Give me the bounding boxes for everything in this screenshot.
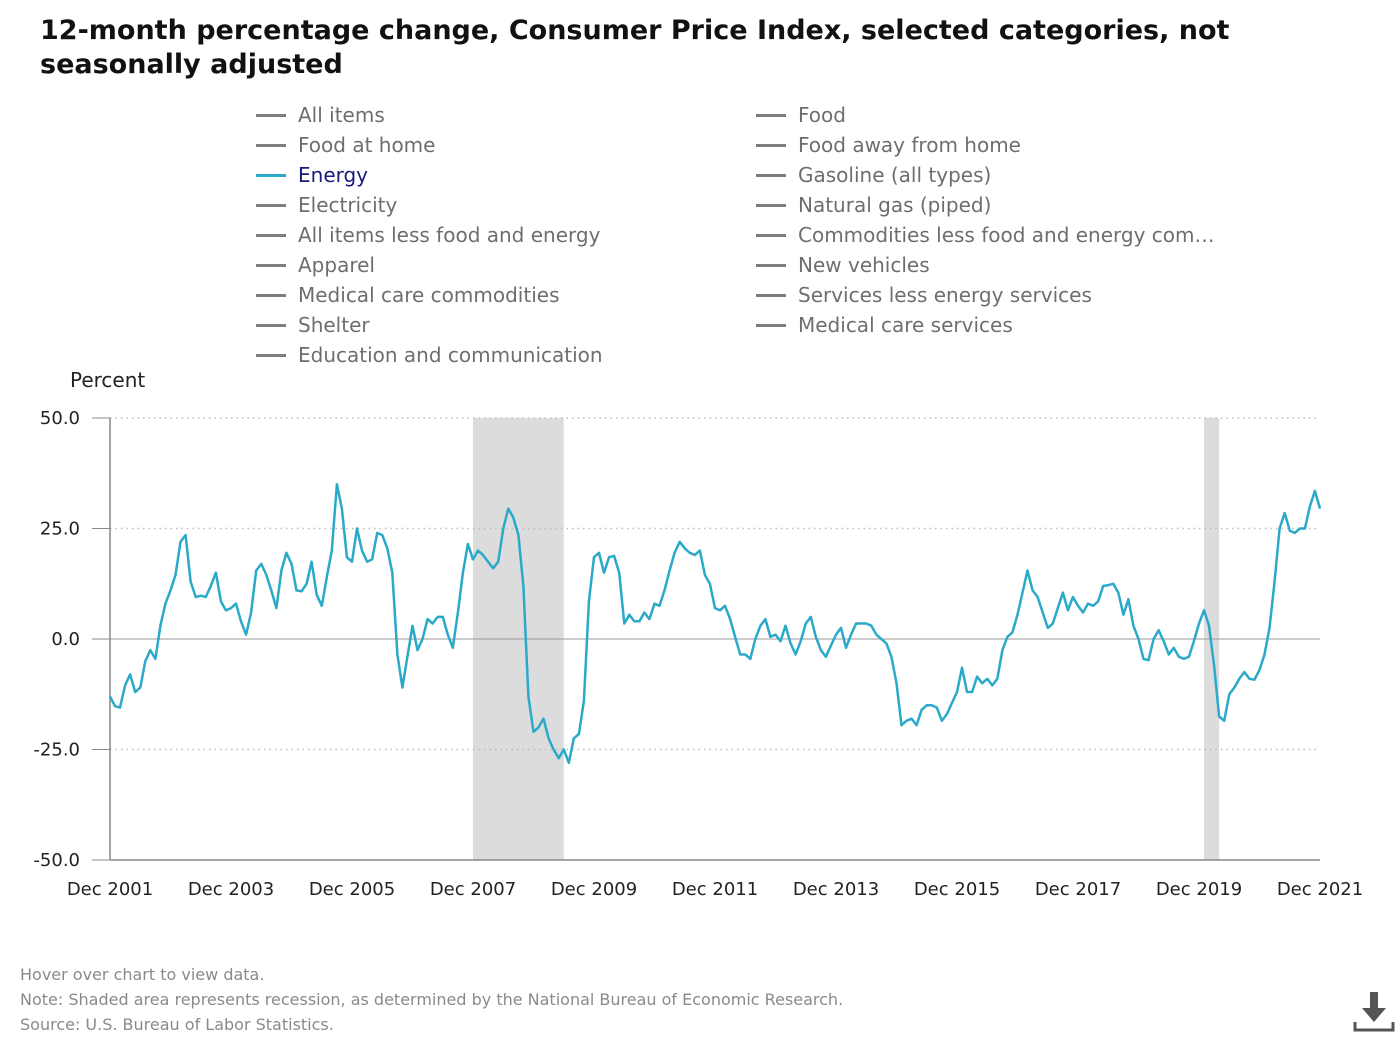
legend-item-services-less-energy[interactable]: Services less energy services <box>756 280 1092 310</box>
footer: Hover over chart to view data. Note: Sha… <box>20 962 843 1037</box>
legend-item-medical-care-services[interactable]: Medical care services <box>756 310 1013 340</box>
x-tick-label: Dec 2003 <box>188 879 274 900</box>
x-tick-label: Dec 2019 <box>1156 879 1242 900</box>
series-line-energy <box>108 483 1322 765</box>
x-tick-label: Dec 2009 <box>551 879 637 900</box>
y-tick-label: 50.0 <box>40 408 80 429</box>
legend-item-food-away-from-home[interactable]: Food away from home <box>756 130 1021 160</box>
legend-item-natural-gas[interactable]: Natural gas (piped) <box>756 190 991 220</box>
legend-swatch <box>256 293 286 297</box>
y-tick-label: -25.0 <box>33 740 80 761</box>
legend-label: Gasoline (all types) <box>798 163 992 187</box>
legend-label: Natural gas (piped) <box>798 193 992 217</box>
legend-label: All items less food and energy <box>298 223 601 247</box>
legend-label: Electricity <box>298 193 398 217</box>
legend-label: Energy <box>298 163 369 187</box>
legend-swatch <box>756 323 786 327</box>
recession-note: Note: Shaded area represents recession, … <box>20 990 844 1009</box>
legend-item-education-communication[interactable]: Education and communication <box>256 340 603 370</box>
legend-swatch <box>756 113 786 117</box>
chart-plot[interactable]: 50.0 25.0 0.0 -25.0 -50.0 Dec 2001 Dec 2003 De… <box>0 400 1400 920</box>
legend-item-food-at-home[interactable]: Food at home <box>256 130 435 160</box>
legend-swatch <box>256 233 286 237</box>
legend-label: Commodities less food and energy com… <box>798 223 1215 247</box>
legend-label: Education and communication <box>298 343 603 367</box>
chart-title: 12-month percentage change, Consumer Pri… <box>40 15 1230 80</box>
legend-swatch <box>756 233 786 237</box>
x-tick-label: Dec 2007 <box>430 879 516 900</box>
source-note: Source: U.S. Bureau of Labor Statistics. <box>20 1015 334 1034</box>
x-tick-label: Dec 2015 <box>914 879 1000 900</box>
legend-item-gasoline[interactable]: Gasoline (all types) <box>756 160 991 190</box>
x-tick-label: Dec 2005 <box>309 879 395 900</box>
legend-label: Medical care commodities <box>298 283 560 307</box>
legend-item-commodities-less-food-energy[interactable]: Commodities less food and energy com… <box>756 220 1215 250</box>
y-axis-label: Percent <box>70 368 146 392</box>
legend-label: New vehicles <box>798 253 930 277</box>
x-tick-label: Dec 2013 <box>793 879 879 900</box>
legend-swatch <box>256 263 286 267</box>
legend-swatch <box>256 323 286 327</box>
legend-item-new-vehicles[interactable]: New vehicles <box>756 250 930 280</box>
legend-label: All items <box>298 103 385 127</box>
x-tick-label: Dec 2017 <box>1035 879 1121 900</box>
download-icon[interactable] <box>1352 990 1396 1034</box>
y-tick-label: -50.0 <box>33 850 80 871</box>
legend-item-energy[interactable]: Energy <box>256 160 368 190</box>
legend-swatch <box>756 263 786 267</box>
x-tick-label: Dec 2011 <box>672 879 758 900</box>
legend-item-shelter[interactable]: Shelter <box>256 310 370 340</box>
legend-label: Food away from home <box>798 133 1021 157</box>
legend-swatch <box>756 173 786 177</box>
legend-swatch <box>756 203 786 207</box>
legend-item-food[interactable]: Food <box>756 100 846 130</box>
legend-label: Food <box>798 103 846 127</box>
legend-swatch <box>756 293 786 297</box>
legend-item-all-items[interactable]: All items <box>256 100 385 130</box>
legend-swatch <box>256 143 286 147</box>
legend-label: Shelter <box>298 313 370 337</box>
legend-swatch <box>256 173 286 177</box>
legend-label: Apparel <box>298 253 375 277</box>
x-tick-label: Dec 2021 <box>1277 879 1363 900</box>
legend-swatch <box>256 353 286 357</box>
legend-swatch <box>756 143 786 147</box>
legend-label: Services less energy services <box>798 283 1092 307</box>
legend-item-all-items-less-food-energy[interactable]: All items less food and energy <box>256 220 600 250</box>
legend-label: Medical care services <box>798 313 1013 337</box>
legend-item-apparel[interactable]: Apparel <box>256 250 375 280</box>
legend-item-electricity[interactable]: Electricity <box>256 190 397 220</box>
legend-swatch <box>256 113 286 117</box>
hover-hint: Hover over chart to view data. <box>20 965 265 984</box>
x-tick-label: Dec 2001 <box>67 879 153 900</box>
legend-swatch <box>256 203 286 207</box>
y-tick-label: 25.0 <box>40 519 80 540</box>
y-tick-label: 0.0 <box>51 629 80 650</box>
legend-item-medical-care-commodities[interactable]: Medical care commodities <box>256 280 559 310</box>
legend-label: Food at home <box>298 133 436 157</box>
